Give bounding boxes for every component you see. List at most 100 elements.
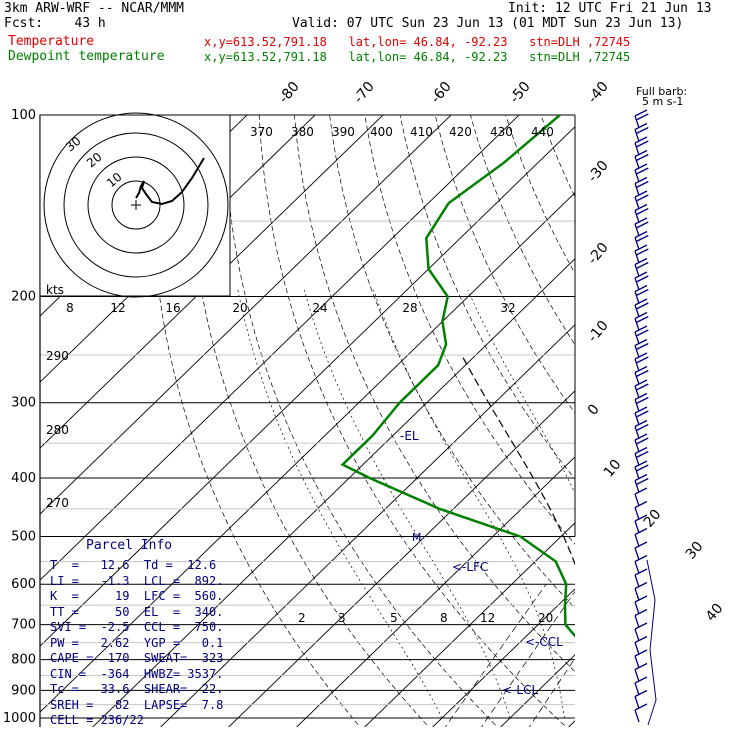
isotherm-line: [40, 115, 384, 449]
hodograph-speed-label: 20: [232, 301, 247, 315]
el-annotation: -EL: [400, 429, 419, 443]
wind-barb: [634, 527, 648, 547]
hodograph-ring: [111, 180, 161, 230]
dewpoint-legend-label: Dewpoint temperature: [8, 49, 165, 64]
wind-barb: [634, 433, 649, 453]
pressure-label-100: 100: [11, 108, 36, 123]
parcel-info-row: CAPE = 170 SWEAT= 323: [50, 651, 224, 665]
wind-barb: [634, 500, 648, 520]
wind-barb: [634, 190, 649, 210]
dry-adiabat-line: [329, 115, 575, 609]
wind-barb: [634, 230, 649, 250]
wind-barb: [634, 284, 649, 304]
barb-legend-line1: Full barb:: [636, 85, 687, 98]
parcel-info-row: SREH = 82 LAPSE= 7.8: [50, 697, 224, 712]
hodograph-ring: [63, 132, 209, 278]
wind-barb: [634, 514, 648, 534]
isotherm-line: [40, 126, 575, 647]
wind-barb: [634, 352, 649, 372]
wind-barb: [634, 676, 648, 696]
temperature-legend-label: Temperature: [8, 34, 95, 49]
isotherm-right-label: -30: [585, 158, 612, 186]
moist-adiabat-line: [373, 289, 565, 719]
pressure-label-900: 900: [11, 683, 36, 698]
pressure-label-400: 400: [11, 471, 36, 486]
isotherm-top-label: -80: [276, 79, 303, 107]
wind-barb: [634, 244, 649, 264]
parcel-info-row: TT = 50 EL = 340.: [50, 604, 224, 619]
mixing-ratio-label: 5: [390, 611, 398, 625]
parcel-info-row: Tc = 33.6 SHEAR= 22.: [50, 682, 224, 696]
isotherm-right-label: 40: [703, 601, 727, 625]
isotherm-line: [633, 87, 740, 730]
hodograph-center-cross: [131, 200, 141, 210]
isotherm-line: [40, 115, 316, 383]
wind-barb: [634, 446, 649, 466]
isotherm-top-label: -40: [585, 79, 612, 107]
mixing-ratio-line: [671, 584, 740, 731]
wind-barb: [634, 487, 648, 507]
pressure-label-300: 300: [11, 396, 36, 411]
parcel-info-row: K = 19 LFC = 560.: [50, 589, 224, 603]
hodograph-ring: [87, 156, 185, 254]
theta-label: 390: [332, 125, 355, 139]
wind-barb: [634, 406, 649, 426]
dry-adiabat-line: [668, 87, 740, 730]
moist-adiabat-line: [728, 290, 740, 718]
wind-barb-axis: [646, 559, 657, 726]
dewpoint-location: x,y=613.52,791.18 lat,lon= 46.84, -92.23…: [204, 50, 631, 64]
mixing-ratio-label: 2: [298, 611, 306, 625]
moist-adiabat-line: [467, 289, 575, 494]
wind-barb: [634, 176, 649, 196]
moist-adiabat-line: [237, 289, 443, 719]
isotherm-line: [40, 192, 575, 713]
dewpoint-line: [340, 115, 575, 638]
mixing-ratio-line: [615, 584, 708, 731]
pressure-label-500: 500: [11, 529, 36, 544]
dry-adiabat-line: [470, 115, 575, 346]
mixing-ratio-line: [481, 590, 575, 727]
isotherm-top-label: -50: [507, 79, 534, 107]
wind-barb: [634, 635, 648, 655]
hodograph-speed-label: 16: [165, 301, 180, 315]
annotations: -EL <-LFC <-CCL <-LCL M Full barb:5 m s-1: [400, 85, 687, 697]
parcel-info-row: CELL = 236/22: [50, 713, 144, 727]
wind-barb: [634, 136, 649, 156]
hodograph-speed-label: 28: [402, 301, 417, 315]
theta-label: 440: [531, 125, 554, 139]
wind-barb: [634, 122, 649, 142]
theta-left-label: 290: [46, 349, 69, 363]
hodograph-speed-label: 32: [500, 301, 515, 315]
parcel-start-marker: M: [412, 531, 422, 544]
ccl-annotation: <-CCL: [525, 635, 563, 649]
mixing-ratio-label: 20: [538, 611, 553, 625]
wind-barb: [634, 608, 648, 628]
wind-barb: [634, 217, 649, 237]
valid-time: Valid: 07 UTC Sun 23 Jun 13 (01 MDT Sun …: [292, 16, 684, 31]
wind-barb: [634, 649, 648, 669]
isotherm-line: [228, 390, 575, 727]
wind-barb: [634, 473, 649, 493]
dry-adiabat-line: [258, 115, 567, 727]
moist-adiabat-line: [303, 289, 511, 719]
theta-label: 380: [291, 125, 314, 139]
isotherm-line: [40, 115, 520, 581]
mixing-ratio-line: [528, 657, 575, 727]
lcl-annotation: <-LCL: [502, 683, 538, 697]
wind-barb: [634, 622, 648, 642]
theta-label: 410: [410, 125, 433, 139]
pressure-label-800: 800: [11, 653, 36, 668]
hodograph-trace: [135, 157, 205, 206]
wind-barb: [634, 257, 649, 277]
dry-adiabat-line: [634, 87, 740, 730]
theta-label: 400: [370, 125, 393, 139]
isotherm-right-label: -20: [585, 240, 612, 268]
hodograph-speed-label: 12: [110, 301, 125, 315]
wind-barb: [634, 311, 649, 331]
theta-left-label: 280: [46, 423, 69, 437]
dry-adiabat-line: [737, 87, 740, 730]
theta-label: 420: [449, 125, 472, 139]
wind-barbs: [634, 109, 657, 726]
wind-barb: [634, 419, 649, 439]
